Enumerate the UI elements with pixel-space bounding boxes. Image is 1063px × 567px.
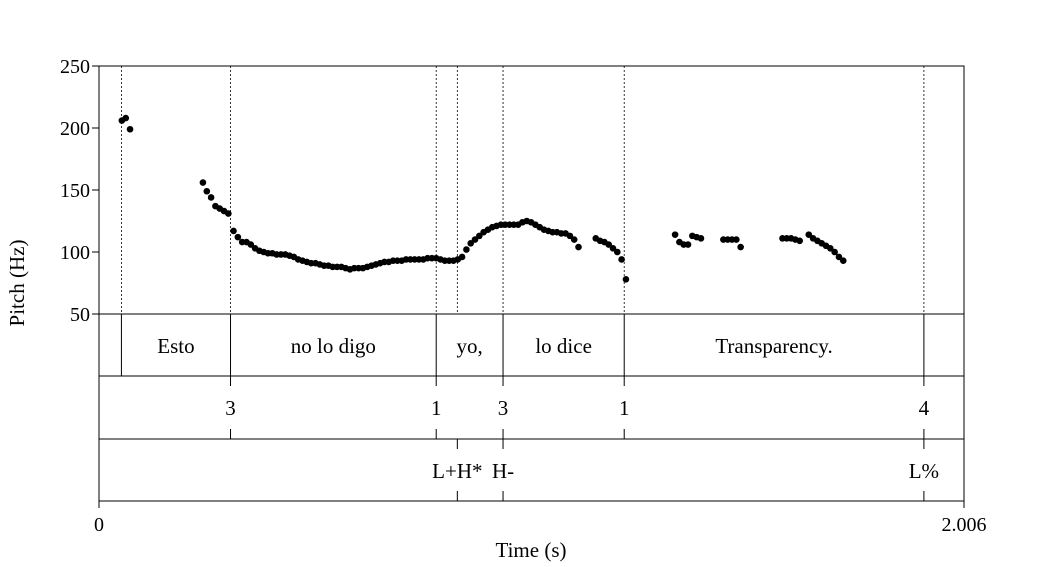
pitch-point [622, 275, 630, 283]
pitch-point [737, 243, 744, 251]
pitch-point [609, 244, 617, 252]
pitch-point [467, 240, 474, 247]
pitch-point [605, 241, 612, 248]
pitch-point [618, 256, 625, 263]
pitch-point [614, 248, 621, 256]
y-tick-label: 200 [60, 118, 90, 140]
y-tick-label: 100 [60, 242, 90, 264]
pitch-point [827, 244, 834, 252]
word-interval-label: yo, [456, 334, 482, 358]
pitch-point [199, 179, 207, 186]
pitch-point [476, 232, 483, 240]
y-tick-label: 150 [60, 180, 90, 202]
y-axis: 50 100 150 200 250 [60, 56, 99, 326]
y-axis-title: Pitch (Hz) [5, 240, 29, 327]
word-interval-label: Esto [157, 334, 194, 358]
x-axis-min-label: 0 [94, 514, 104, 536]
plot-frames [98, 65, 965, 502]
pitch-point [796, 237, 804, 245]
pitch-plot-frame [98, 65, 965, 315]
pitch-point [203, 187, 211, 195]
tier-boundary-guides [121, 66, 925, 314]
pitch-point [671, 231, 679, 238]
tone-label: L+H* [432, 459, 482, 483]
pitch-point [463, 246, 470, 253]
tone-label: L% [909, 459, 939, 483]
pitch-point [471, 236, 479, 243]
tier-3-frame [98, 438, 965, 502]
break-index-label: 4 [919, 396, 930, 420]
pitch-point [458, 253, 466, 261]
break-index-label: 1 [619, 396, 630, 420]
y-tick-label: 250 [60, 56, 90, 78]
x-axis-title: Time (s) [496, 538, 567, 562]
pitch-point [247, 241, 255, 248]
x-axis-max-label: 2.006 [942, 514, 987, 536]
pitch-point [570, 236, 578, 243]
tier-1-frame [98, 313, 965, 377]
pitch-point [733, 236, 740, 243]
pitch-point [684, 241, 692, 248]
pitch-point [207, 194, 215, 201]
break-index-label: 3 [225, 396, 236, 420]
word-interval-label: no lo digo [291, 334, 376, 358]
pitch-point [122, 114, 130, 122]
pitch-point [835, 253, 843, 261]
pitch-point [839, 257, 847, 264]
break-index-label: 3 [498, 396, 509, 420]
annotation-tiers: Esto no lo digo yo, lo dice Transparency. 3 1 3… [120, 314, 939, 501]
pitch-points [118, 114, 847, 283]
pitch-point [831, 248, 838, 256]
pitch-point [230, 227, 237, 235]
pitch-point [805, 231, 813, 238]
pitch-point [575, 243, 582, 251]
pitch-point [566, 232, 574, 240]
tone-label: H- [492, 459, 514, 483]
word-interval-label: Transparency. [715, 334, 832, 358]
pitch-point [225, 210, 232, 217]
pitch-point [697, 235, 705, 242]
break-index-label: 1 [431, 396, 442, 420]
y-tick-label: 50 [70, 304, 90, 326]
pitch-point [234, 233, 242, 241]
pitch-point [126, 125, 134, 133]
word-interval-label: lo dice [535, 334, 592, 358]
x-axis: 0 2.006 Time (s) [94, 501, 987, 562]
